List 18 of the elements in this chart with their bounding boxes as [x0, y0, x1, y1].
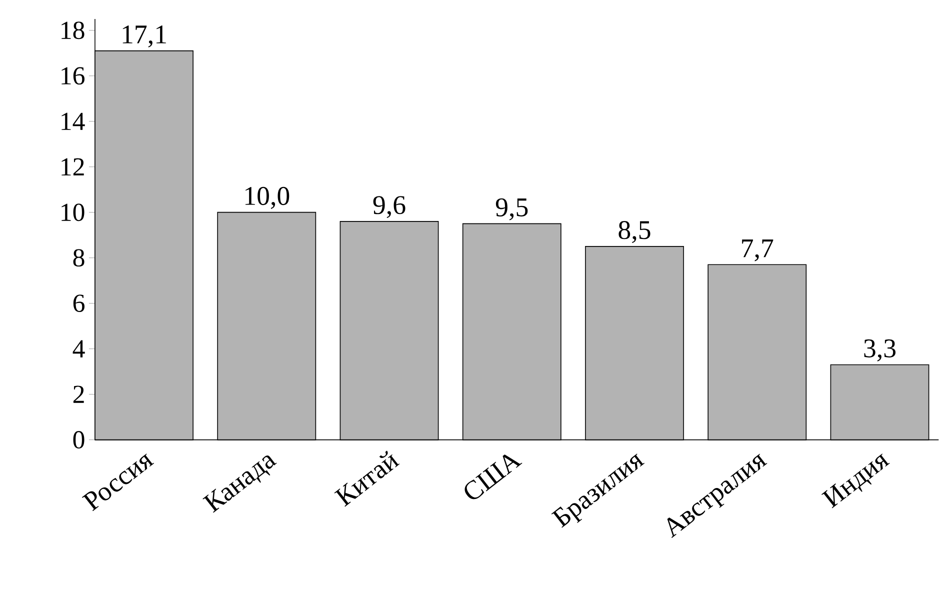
data-label: 3,3 — [864, 340, 896, 362]
data-label: 9,5 — [496, 198, 528, 220]
y-tick-label: 18 — [62, 22, 84, 40]
y-tick-label: 16 — [62, 67, 84, 85]
y-tick-label: 4 — [72, 340, 85, 358]
y-tick-label: 10 — [62, 204, 84, 222]
data-label: 9,6 — [373, 196, 406, 218]
y-tick-label: 8 — [73, 249, 84, 267]
data-label: 8,5 — [618, 221, 650, 244]
y-tick-label: 0 — [73, 431, 84, 449]
data-label: 7,7 — [742, 240, 774, 262]
y-tick-label: 6 — [73, 294, 84, 312]
data-label: 10,0 — [245, 187, 290, 210]
data-label: 17,1 — [122, 26, 166, 48]
x-tick-label: США — [464, 454, 522, 500]
y-tick-label: 14 — [62, 112, 85, 130]
y-tick-label: 12 — [62, 158, 84, 176]
y-tick-label: 2 — [73, 386, 84, 404]
